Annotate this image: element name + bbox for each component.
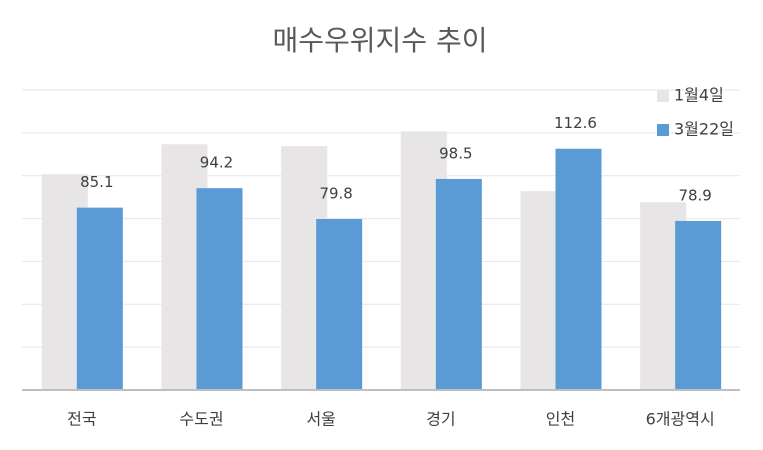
data-label: 112.6 xyxy=(554,114,597,132)
x-tick-label: 전국 xyxy=(67,410,96,429)
data-label: 94.2 xyxy=(200,154,233,172)
x-tick-label: 인천 xyxy=(546,410,575,429)
bar xyxy=(435,178,482,390)
legend-swatch xyxy=(657,124,669,136)
x-tick-label: 6개광역시 xyxy=(646,410,715,429)
data-label: 85.1 xyxy=(80,173,113,191)
bar xyxy=(76,207,123,390)
bar xyxy=(316,219,363,390)
x-tick-label: 서울 xyxy=(306,410,335,429)
legend-label: 3월22일 xyxy=(674,120,734,139)
data-label: 98.5 xyxy=(439,144,472,162)
data-label: 79.8 xyxy=(319,185,352,203)
x-tick-label: 경기 xyxy=(426,410,455,429)
chart-title: 매수우위지수 추이 xyxy=(273,24,488,57)
bar xyxy=(675,220,722,390)
bar xyxy=(196,188,243,390)
legend-swatch xyxy=(657,90,669,102)
x-tick-label: 수도권 xyxy=(179,410,223,429)
legend-label: 1월4일 xyxy=(674,86,724,105)
data-label: 78.9 xyxy=(678,186,711,204)
bar xyxy=(555,148,602,390)
